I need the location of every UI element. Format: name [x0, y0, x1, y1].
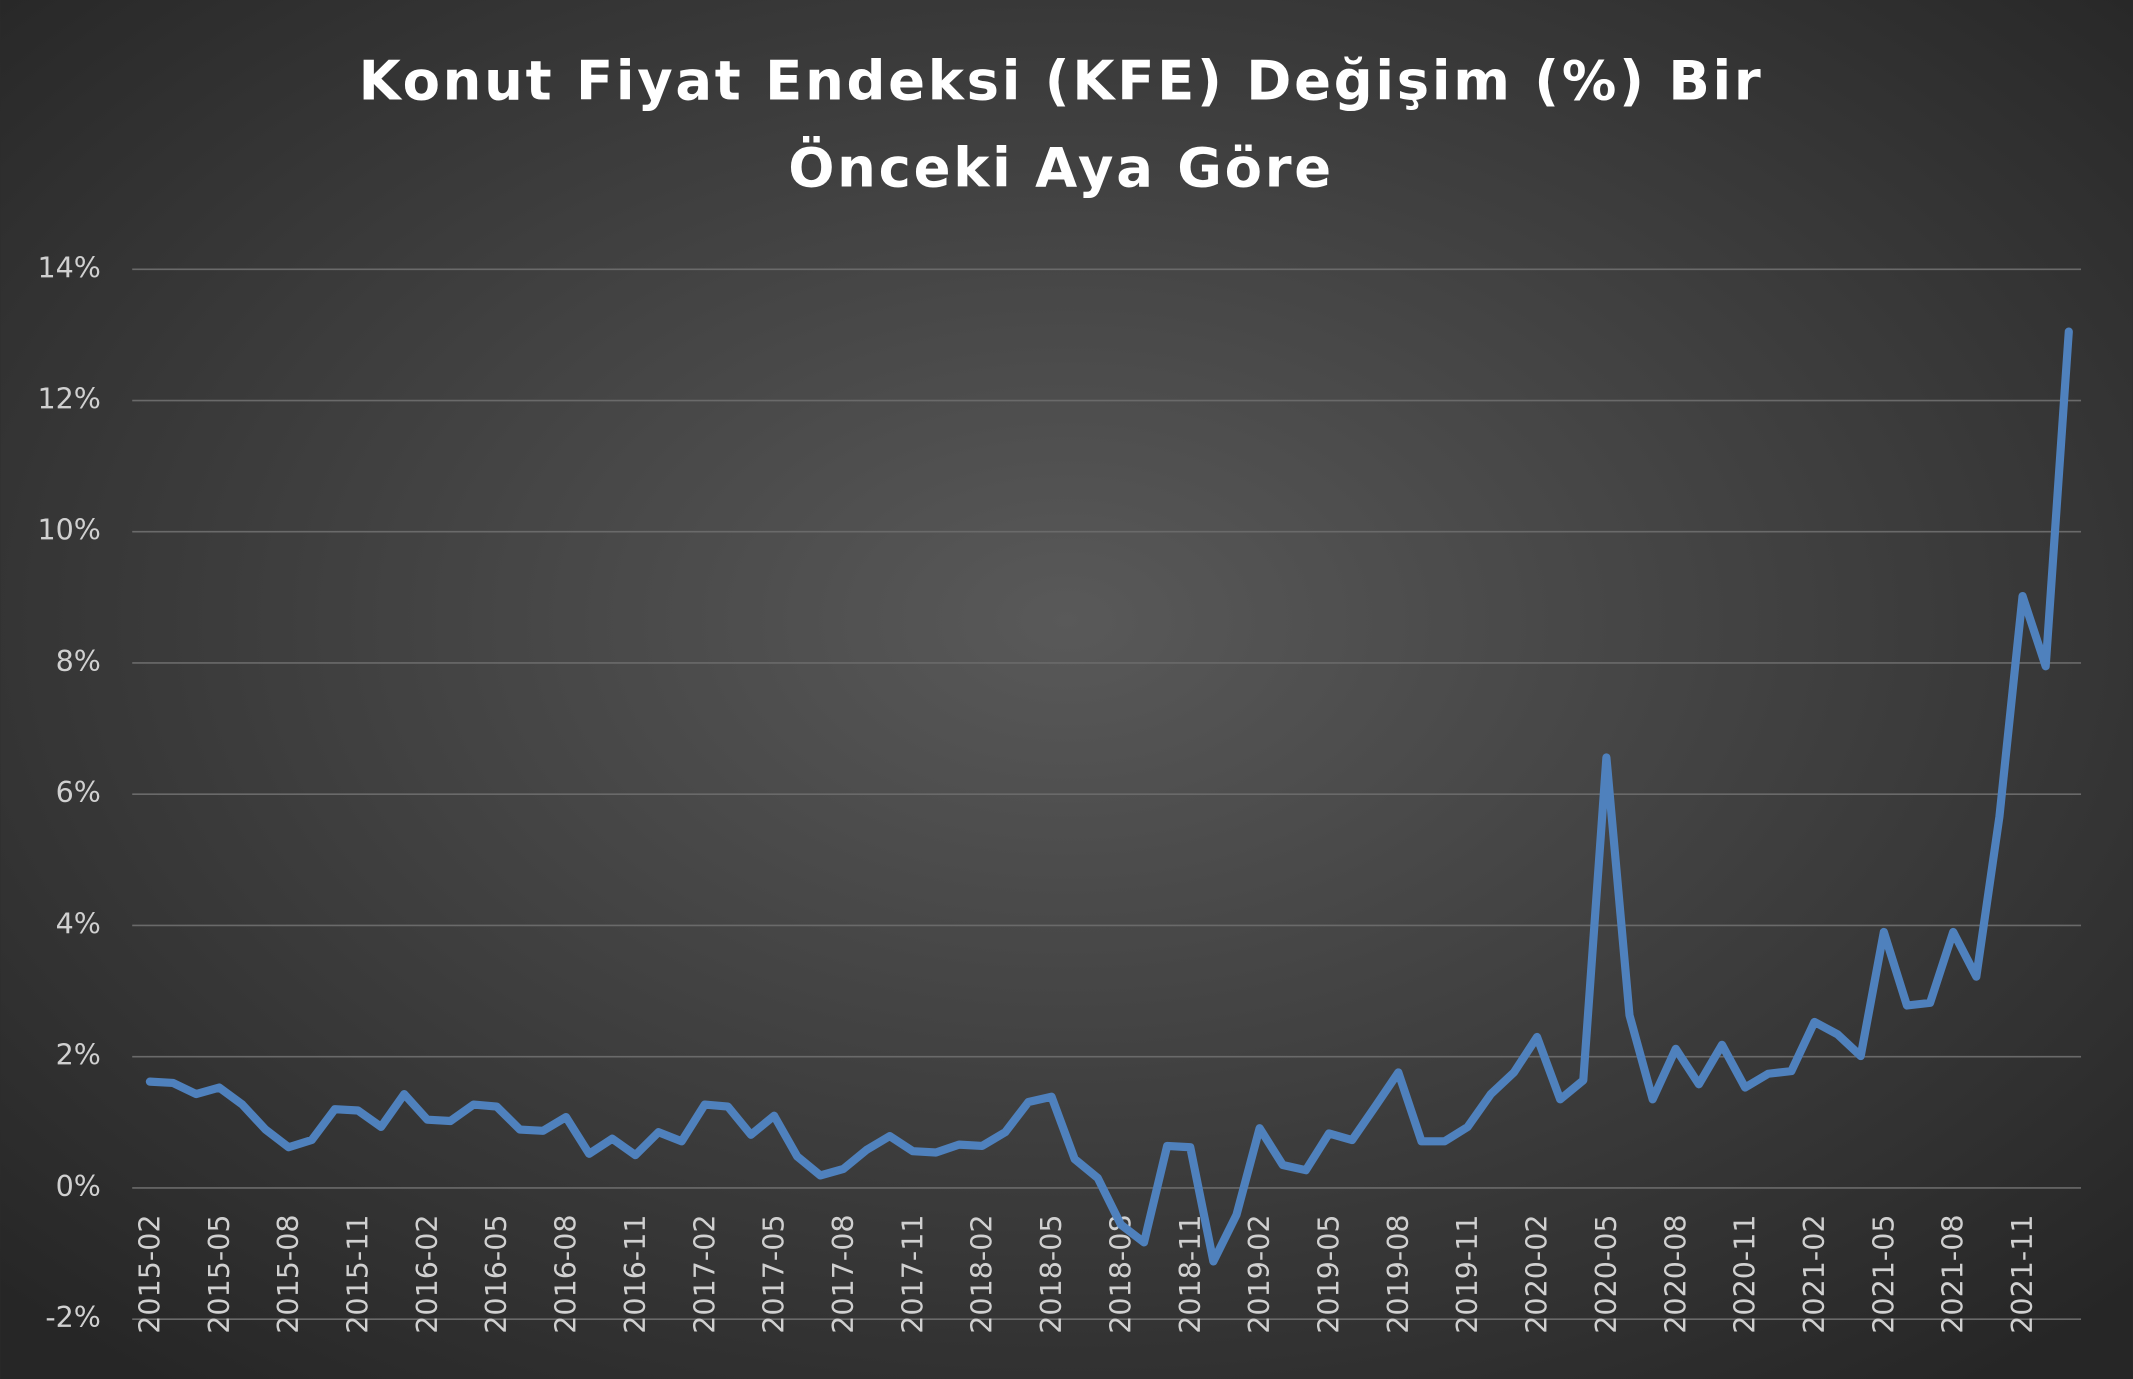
x-tick-label: 2020-05	[1589, 1214, 1623, 1333]
x-tick-label: 2021-11	[2005, 1214, 2039, 1333]
x-tick-label: 2015-02	[132, 1214, 166, 1333]
x-tick-label: 2017-02	[687, 1214, 721, 1333]
chart-title: Konut Fiyat Endeksi (KFE) Değişim (%) Bi…	[358, 50, 1764, 200]
x-tick-label: 2019-02	[1242, 1214, 1276, 1333]
x-tick-label: 2015-08	[271, 1214, 305, 1333]
x-tick-label: 2017-08	[826, 1214, 860, 1333]
data-line	[145, 327, 2073, 1266]
y-tick-label: 14%	[37, 250, 100, 284]
x-tick-label: 2019-05	[1311, 1214, 1345, 1333]
y-tick-label: 6%	[56, 775, 101, 809]
x-tick-label: 2020-02	[1520, 1214, 1554, 1333]
x-tick-label: 2019-08	[1381, 1214, 1415, 1333]
x-tick-label: 2018-05	[1034, 1214, 1068, 1333]
y-tick-label: 10%	[37, 513, 100, 547]
y-tick-label: 8%	[56, 644, 101, 678]
grid: -2% 0% 2% 4% 6% 8% 10% 12% 14%	[37, 250, 2082, 1334]
y-tick-label: -2%	[45, 1300, 101, 1334]
x-tick-label: 2020-08	[1658, 1214, 1692, 1333]
x-tick-label: 2015-11	[340, 1214, 374, 1333]
x-tick-label: 2016-02	[410, 1214, 444, 1333]
y-tick-label: 4%	[56, 906, 101, 940]
x-tick-label: 2021-08	[1936, 1214, 1970, 1333]
y-tick-label: 0%	[56, 1169, 101, 1203]
x-tick-label: 2021-02	[1797, 1214, 1831, 1333]
x-tick-label: 2015-05	[202, 1214, 236, 1333]
x-tick-label: 2019-11	[1450, 1214, 1484, 1333]
x-tick-label: 2018-11	[1173, 1214, 1207, 1333]
y-tick-label: 12%	[37, 382, 100, 416]
x-tick-label: 2017-11	[895, 1214, 929, 1333]
x-tick-label: 2016-08	[549, 1214, 583, 1333]
x-tick-label: 2016-05	[479, 1214, 513, 1333]
x-tick-label: 2020-11	[1728, 1214, 1762, 1333]
plot: 2015-02 2015-05 2015-08 2015-11 2016-02 2016-…	[132, 327, 2073, 1334]
title-box: Konut Fiyat Endeksi (KFE) Değişim (%) Bi…	[358, 50, 1764, 200]
x-tick-label: 2021-05	[1866, 1214, 1900, 1333]
y-tick-label: 2%	[56, 1038, 101, 1072]
x-tick-label: 2016-11	[618, 1214, 652, 1333]
x-tick-label: 2018-02	[965, 1214, 999, 1333]
x-tick-label: 2017-05	[757, 1214, 791, 1333]
